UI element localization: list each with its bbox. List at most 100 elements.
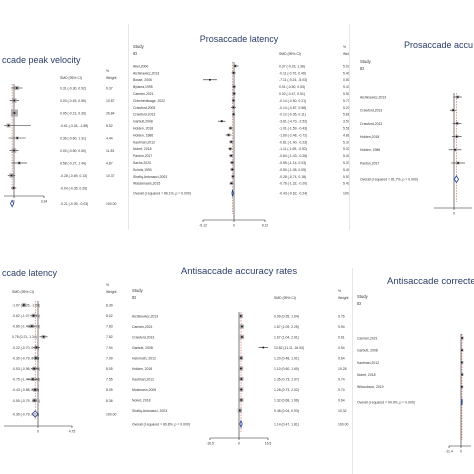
point-estimate	[240, 367, 242, 370]
smd-ci-value: -0.11 (-0.70, 0.49)	[279, 71, 306, 75]
study-label: Panton,2017	[133, 154, 152, 158]
weight-value: 7.94	[106, 346, 113, 350]
point-estimate	[241, 336, 243, 338]
smd-ci-value: -0.62 (-1.07, -0.16)	[12, 314, 40, 318]
point-estimate	[230, 182, 233, 185]
weight-value: 9.64	[338, 356, 345, 360]
weight-value: 4.87	[106, 161, 113, 165]
weight-value: 8.02	[106, 314, 113, 318]
overall-diamond	[10, 199, 15, 208]
overall-weight-value: 100.00	[343, 192, 349, 196]
panel-antisaccade-latency: ccade latency % SMD (95% CI) Weight -1.97 (…	[0, 258, 118, 474]
column-header-id: ID	[132, 295, 136, 300]
study-label: Noiret, 2018	[132, 398, 151, 402]
study-label: Bosse, 2006	[133, 78, 152, 82]
point-estimate	[34, 389, 36, 391]
point-estimate	[239, 315, 242, 317]
smd-ci-value: 0.02 (-0.47, 0.51)	[279, 92, 305, 96]
weight-value: 5.57	[343, 175, 349, 179]
column-header-smd: SMD (95% CI)	[279, 52, 301, 56]
overall-weight-value: 100.00	[106, 412, 116, 416]
weight-value: 10.32	[338, 409, 347, 413]
study-label: Kaufman,2012	[132, 377, 154, 381]
study-label: Bylsma,1995	[133, 85, 153, 89]
smd-ci-value: -7.11 (-9.24, -5.03)	[279, 78, 307, 82]
study-label: Holden, 1986	[133, 133, 153, 137]
study-label: Kaufman,2012	[357, 361, 379, 365]
x-tick-label: 0	[37, 430, 39, 434]
point-estimate	[233, 92, 235, 95]
smd-ci-value: -0.28 (-0.74, 0.18)	[279, 175, 306, 179]
weight-value: 8.52	[106, 124, 113, 128]
study-label: Mosimann,2005	[132, 388, 156, 392]
column-header-study: Study	[133, 44, 145, 49]
smd-ci-value: -0.89 (-1.43, -0.35)	[12, 325, 40, 329]
study-label: Noiret, 2018	[357, 373, 376, 377]
smd-ci-value: 1.67 (1.04, 2.61)	[274, 335, 299, 339]
study-label: Sachs,2020	[133, 161, 151, 165]
weight-value: 5.37	[343, 161, 349, 165]
weight-value: 26.84	[106, 111, 115, 115]
smd-ci-value: 1.28 (0.73, 2.02)	[274, 388, 299, 392]
point-estimate	[209, 79, 211, 81]
weight-value: 4.44	[106, 136, 113, 140]
column-header-study: Study	[360, 59, 372, 64]
weight-value: 5.33	[343, 147, 349, 151]
x-tick-label: 0	[460, 450, 462, 454]
point-estimate	[35, 346, 38, 349]
point-estimate	[31, 378, 34, 380]
panel-prosaccade-accuracy: Prosaccade accu Study ID Aichinawicz,2013 C…	[356, 20, 474, 230]
point-estimate	[234, 65, 237, 67]
smd-ci-value: -0.22 (-0.70, 0.27)	[12, 346, 39, 350]
weight-value: 5.40	[343, 154, 349, 158]
column-header-percent: %	[338, 289, 341, 293]
point-estimate	[239, 409, 241, 412]
study-label: Carmen,2021	[357, 336, 378, 340]
smd-ci-value: 1.10 (0.60, 1.60)	[274, 367, 299, 371]
column-header-study: Study	[132, 288, 144, 293]
point-estimate	[232, 72, 235, 74]
smd-ci-value: -0.61 (-3.34, -1.88)	[60, 124, 88, 128]
study-label: Aichinawicz,2013	[360, 95, 386, 99]
weight-value: 5.03	[343, 64, 349, 68]
column-header-study: Study	[357, 294, 369, 299]
weight-value: 3.57	[343, 120, 349, 124]
smd-ci-value: -1.60 (-2.48, -0.72)	[279, 133, 307, 137]
point-estimate	[15, 87, 18, 89]
study-label: Aichinawicz,2013	[133, 71, 159, 75]
point-estimate	[42, 336, 45, 338]
x-tick-label: 9.12	[262, 224, 269, 228]
overall-label: Overall (I-squared = 89.8%, p = 0.000)	[132, 422, 190, 426]
point-estimate	[16, 137, 19, 139]
point-estimate	[227, 134, 230, 136]
weight-value: 8.39	[106, 303, 113, 307]
point-estimate	[240, 357, 242, 359]
point-estimate	[229, 127, 232, 129]
weight-value: 8.05	[106, 388, 113, 392]
weight-value: 7.99	[106, 356, 113, 360]
point-estimate	[240, 399, 243, 401]
smd-ci-value: 0.05 (-0.21, 0.30)	[60, 111, 86, 115]
study-label: Noiret, 2018	[133, 147, 152, 151]
smd-ci-value: -0.14 (-0.87, 0.58)	[279, 106, 306, 110]
smd-ci-value: -0.28 (-0.69, 0.13)	[60, 174, 87, 178]
point-estimate	[13, 99, 16, 102]
weight-value: 9.76	[338, 314, 345, 318]
weight-value: 11.83	[106, 149, 114, 153]
study-label: Garbutt,2008	[133, 120, 153, 124]
column-header-id: ID	[360, 66, 364, 71]
point-estimate	[35, 357, 37, 359]
weight-value: 5.73	[343, 99, 349, 103]
point-estimate	[454, 149, 456, 151]
overall-diamond	[231, 189, 234, 197]
overall-diamond	[453, 175, 460, 184]
panel-title: Prosaccade latency	[199, 34, 279, 44]
column-header-weight: Weight	[343, 52, 349, 56]
column-header-percent: %	[106, 69, 109, 73]
study-label: Crawford,2013	[132, 335, 154, 339]
study-label: Abel,2000	[133, 64, 148, 68]
point-estimate	[10, 174, 13, 177]
point-estimate	[457, 162, 459, 164]
study-label: Carmen,2021	[133, 92, 154, 96]
weight-value: 5.50	[343, 92, 349, 96]
